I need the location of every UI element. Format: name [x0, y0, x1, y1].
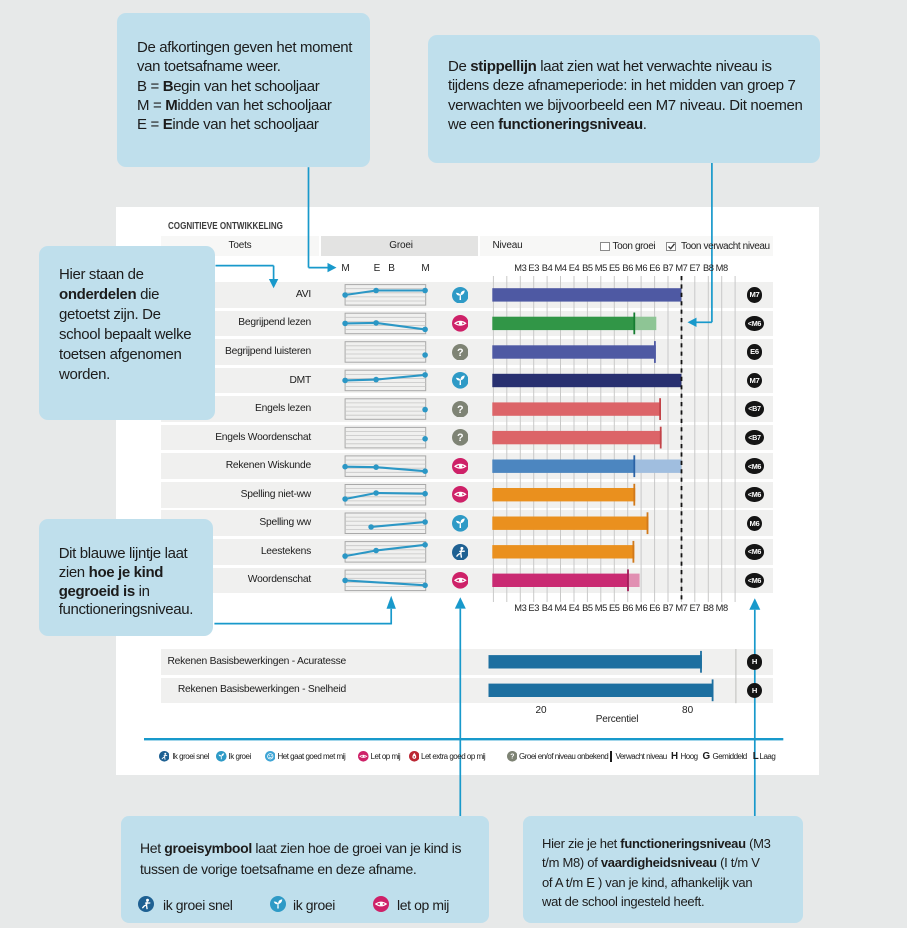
svg-text:?: ?	[457, 432, 464, 444]
svg-text:?: ?	[510, 754, 514, 761]
svg-text:?: ?	[457, 404, 464, 416]
svg-text:?: ?	[457, 347, 464, 359]
